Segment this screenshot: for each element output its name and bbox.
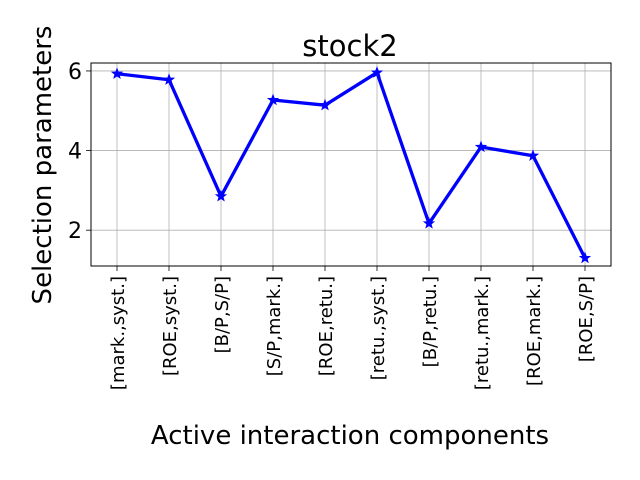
y-tick-label: 2 (68, 219, 82, 244)
data-point-marker (162, 73, 176, 85)
x-tick-label: [ROE,S/P] (576, 276, 597, 362)
x-tick-label: [S/P,mark.] (264, 276, 285, 376)
data-point-marker (422, 216, 436, 229)
y-tick-label: 4 (68, 140, 82, 165)
data-point-marker (110, 67, 124, 79)
grid (91, 63, 611, 266)
x-axis-label: Active interaction components (151, 421, 549, 451)
x-tick-label: [ROE,syst.] (160, 276, 181, 376)
y-axis-label: Selection parameters (28, 26, 58, 305)
x-tick-label: [B/P,S/P] (212, 276, 233, 353)
x-tick-label: [ROE,mark.] (524, 276, 545, 386)
x-tick-label: [B/P,retu.] (420, 276, 441, 367)
data-point-marker (526, 149, 540, 161)
series-line (116, 70, 587, 259)
x-axis-ticks: [mark.,syst.] [ROE,syst.] [B/P,S/P] [S/P,ma… (108, 266, 597, 390)
chart-title: stock2 (302, 29, 397, 63)
data-point-marker (370, 66, 384, 78)
data-point-marker (578, 251, 592, 264)
data-point-marker (214, 189, 228, 202)
data-point-marker (474, 140, 488, 153)
series-group (110, 66, 592, 264)
x-tick-label: [mark.,syst.] (108, 276, 129, 390)
x-tick-label: [ROE,retu.] (316, 276, 337, 376)
plot-frame (90, 62, 612, 267)
x-tick-label: [retu.,syst.] (368, 276, 389, 380)
y-tick-label: 6 (68, 60, 82, 85)
y-axis-ticks: 2 4 6 (68, 60, 91, 244)
data-point-marker (266, 93, 280, 106)
data-point-marker (318, 98, 332, 111)
x-tick-label: [retu.,mark.] (472, 276, 493, 390)
